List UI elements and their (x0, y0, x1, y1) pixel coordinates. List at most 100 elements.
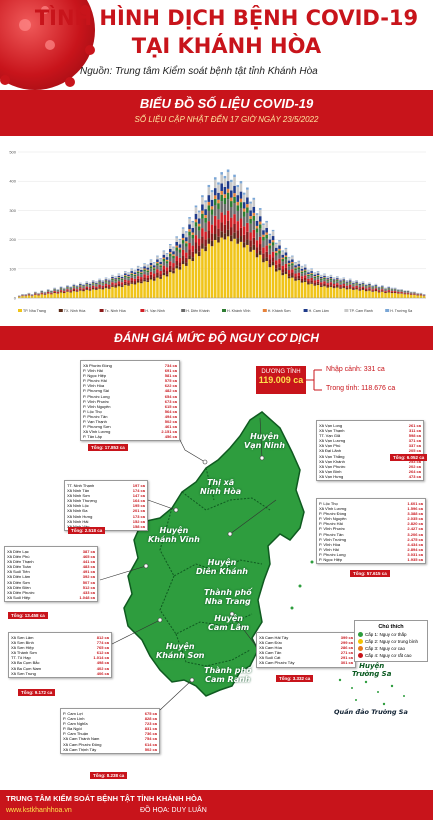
bar-segment (140, 267, 143, 268)
bar-segment (143, 274, 146, 278)
bar-segment (348, 287, 352, 289)
card-row: Xã Vĩnh Lương 1.596 ca (319, 506, 423, 511)
bar-segment (62, 290, 66, 292)
bar-segment (278, 263, 281, 268)
virus-spikes (0, 5, 95, 87)
bar-segment (130, 277, 134, 281)
card-row: Xã Vạn Thạnh 311 ca (319, 428, 421, 433)
bar-segment (207, 187, 211, 196)
bar-segment (336, 278, 339, 280)
bar-segment (242, 242, 246, 248)
bar-segment (194, 207, 198, 214)
commune-cases: 723 ca (144, 721, 157, 727)
bar-segment (262, 234, 265, 237)
bar-segment (332, 282, 336, 285)
chart-legend-swatch (303, 309, 308, 312)
bar-segment (233, 223, 236, 233)
bar-segment (201, 248, 204, 298)
bar-segment (310, 271, 313, 273)
bar-segment (352, 285, 355, 287)
bar-segment (172, 263, 175, 268)
bar-segment (185, 231, 188, 233)
bar-segment (242, 208, 246, 212)
bar-segment (364, 285, 368, 286)
bar-segment (352, 289, 355, 298)
bar-segment (297, 264, 301, 267)
card-row: Xã Phước Đồng 734 ca (83, 363, 177, 368)
commune-name: P. Phương Sài (83, 388, 109, 394)
bar-segment (371, 285, 374, 287)
bar-segment (104, 279, 108, 281)
bar-segment (165, 263, 169, 268)
bar-segment (287, 278, 291, 298)
bar-segment (156, 275, 159, 278)
bar-segment (352, 286, 355, 288)
bar-segment (130, 272, 134, 274)
bar-segment (168, 244, 172, 246)
bar-segment (53, 291, 56, 292)
bar-segment (355, 281, 358, 283)
card-nha-trang: Xã Phước Đồng 734 ca P. Vĩnh Hải 691 ca P. N… (80, 360, 180, 442)
positive-box: DƯƠNG TÍNH 119.009 ca (256, 366, 306, 394)
bar-segment (53, 289, 56, 291)
bar-segment (387, 291, 391, 292)
bar-segment (265, 257, 268, 261)
legend-item: Cấp 4: Nguy cơ rất cao (358, 653, 424, 658)
bar-segment (82, 286, 85, 288)
bar-segment (316, 275, 320, 276)
bar-segment (197, 238, 201, 246)
bar-segment (226, 220, 230, 230)
bar-segment (374, 286, 378, 288)
bar-segment (178, 252, 182, 258)
card-row: Xã Diên Thạnh 441 ca (7, 559, 95, 564)
bar-segment (332, 284, 336, 286)
bar-segment (130, 273, 134, 276)
bar-segment (406, 294, 410, 298)
bar-segment (300, 276, 304, 279)
bar-segment (236, 243, 240, 298)
bar-segment (59, 289, 63, 291)
bar-segment (403, 292, 407, 294)
bar-segment (46, 289, 50, 291)
bar-segment (300, 271, 304, 274)
legend-swatch (358, 653, 363, 658)
bar-segment (348, 288, 352, 298)
bar-segment (249, 203, 252, 211)
card-row: TT. Ninh Thạnh 197 ca (67, 483, 145, 488)
bar-segment (258, 209, 262, 217)
chart-subtitle: SỐ LIỆU CẬP NHẬT ĐẾN 17 GIỜ NGÀY 23/5/20… (134, 115, 319, 124)
bar-segment (152, 262, 156, 266)
bar-segment (307, 276, 310, 279)
bar-segment (377, 287, 381, 289)
card-row: Xã Ninh Lộc 195 ca (67, 503, 145, 508)
bar-segment (149, 260, 153, 263)
bar-segment (88, 287, 92, 289)
bar-segment (400, 291, 403, 292)
bar-segment (300, 282, 304, 298)
bar-segment (358, 285, 362, 287)
bar-segment (393, 290, 397, 292)
card-row: Xã Vạn Phước 202 ca (319, 464, 421, 469)
khanh-hoa-map (99, 411, 405, 711)
card-row: TT. Vạn Giã 598 ca (319, 433, 421, 438)
card-row: Xã Vạn Hưng 473 ca (319, 474, 421, 479)
bar-segment (152, 268, 156, 271)
bar-segment (294, 267, 297, 269)
bar-segment (355, 284, 358, 286)
bar-segment (361, 289, 365, 290)
bar-segment (178, 269, 182, 298)
bar-segment (143, 263, 146, 265)
bar-segment (339, 287, 342, 289)
commune-cases: 598 ca (408, 433, 421, 439)
bar-segment (342, 277, 346, 280)
bar-segment (329, 278, 333, 280)
bar-segment (275, 271, 278, 298)
bar-segment (307, 284, 310, 298)
bar-segment (230, 201, 233, 207)
bar-segment (56, 289, 60, 290)
bar-segment (291, 277, 294, 298)
bar-segment (152, 280, 156, 298)
y-tick-label: 400 (9, 179, 16, 184)
commune-cases: 158 ca (132, 523, 145, 529)
